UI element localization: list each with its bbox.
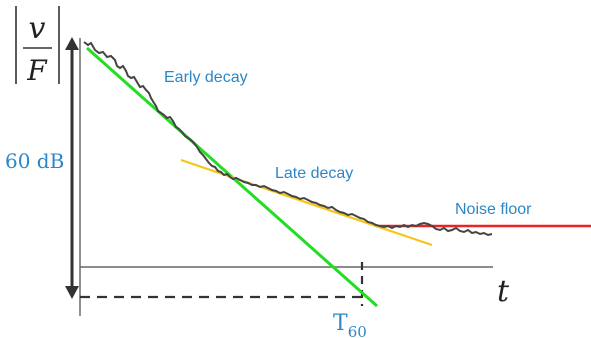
range-label: 60 dB — [5, 149, 64, 173]
arrow-down-head — [65, 286, 79, 299]
t60-label: T60 — [333, 311, 367, 338]
early-decay-label: Early decay — [164, 69, 248, 86]
y-denominator: F — [26, 54, 48, 87]
y-numerator: v — [29, 11, 46, 46]
late-decay-label: Late decay — [275, 165, 353, 182]
noise-floor-label: Noise floor — [455, 201, 532, 218]
decay-signal-curve — [83, 41, 493, 237]
arrow-up-head — [65, 37, 79, 50]
x-axis-label: t — [497, 274, 510, 309]
range-double-arrow — [65, 37, 79, 299]
y-axis-magnitude-label: v F — [15, 6, 60, 87]
t60-subscript: 60 — [348, 323, 367, 338]
